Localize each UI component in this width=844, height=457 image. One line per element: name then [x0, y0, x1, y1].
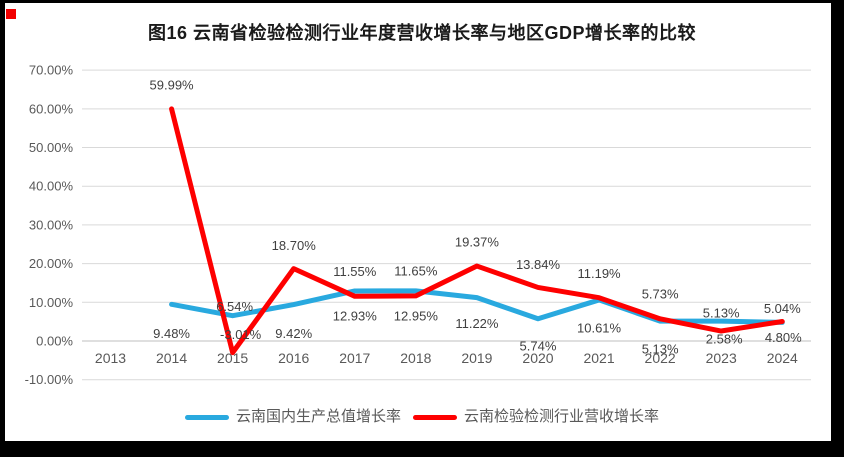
data-label: 11.22% [455, 316, 499, 331]
red-corner-mark [6, 9, 16, 19]
x-axis-label: 2017 [339, 350, 370, 366]
x-axis-label: 2020 [522, 350, 553, 366]
x-axis-label: 2024 [767, 350, 798, 366]
x-axis-label: 2016 [278, 350, 309, 366]
data-label: 11.19% [577, 266, 621, 281]
legend-label-revenue: 云南检验检测行业营收增长率 [464, 408, 660, 425]
x-axis-label: 2013 [95, 350, 126, 366]
data-label: 5.73% [642, 286, 679, 301]
data-label: 4.80% [765, 330, 802, 345]
data-label: 13.84% [516, 257, 561, 272]
data-label: 11.55% [333, 264, 377, 279]
data-label: 6.54% [216, 299, 253, 314]
x-axis-label: 2021 [583, 350, 614, 366]
data-label: 12.95% [394, 308, 439, 323]
data-label: 5.04% [764, 301, 801, 316]
data-label: 5.13% [703, 306, 740, 321]
y-axis-label: 10.00% [29, 295, 74, 310]
data-label: 19.37% [455, 235, 500, 250]
y-axis-label: 70.00% [29, 63, 74, 78]
data-label: 12.93% [333, 308, 378, 323]
data-label: 9.48% [153, 326, 190, 341]
y-axis-label: 30.00% [29, 217, 74, 232]
y-axis-label: 0.00% [36, 334, 73, 349]
chart-legend: 云南国内生产总值增长率 云南检验检测行业营收增长率 [0, 406, 844, 428]
legend-item-revenue: 云南检验检测行业营收增长率 [413, 406, 659, 428]
y-axis-label: 40.00% [29, 179, 74, 194]
x-axis-label: 2019 [461, 350, 492, 366]
y-axis-label: 50.00% [29, 140, 74, 155]
x-axis-label: 2023 [706, 350, 737, 366]
data-label: 5.74% [520, 338, 557, 353]
data-label: 59.99% [150, 77, 195, 92]
legend-swatch-gdp-line [184, 414, 229, 420]
x-axis-label: 2015 [217, 350, 248, 366]
y-axis-label: -10.00% [25, 372, 74, 387]
chart-title: 图16 云南省检验检测行业年度营收增长率与地区GDP增长率的比较 [147, 23, 697, 43]
legend-label-gdp: 云南国内生产总值增长率 [235, 408, 401, 425]
data-label: 18.70% [272, 238, 317, 253]
x-axis-label: 2018 [400, 350, 431, 366]
data-label: 9.42% [275, 326, 312, 341]
y-axis-label: 60.00% [29, 101, 74, 116]
legend-item-gdp: 云南国内生产总值增长率 [184, 406, 401, 428]
legend-swatch-revenue-line [413, 414, 457, 420]
x-axis-label: 2022 [645, 350, 676, 366]
data-label: 10.61% [577, 320, 622, 335]
data-label: 11.65% [394, 263, 438, 278]
data-label: 2.58% [706, 332, 743, 347]
series-line-revenue [169, 106, 785, 356]
data-label: -3.01% [220, 327, 262, 342]
x-axis-label: 2014 [156, 350, 187, 366]
y-axis-label: 20.00% [29, 256, 74, 271]
chart-background [5, 3, 831, 441]
data-label: 5.13% [642, 342, 679, 357]
